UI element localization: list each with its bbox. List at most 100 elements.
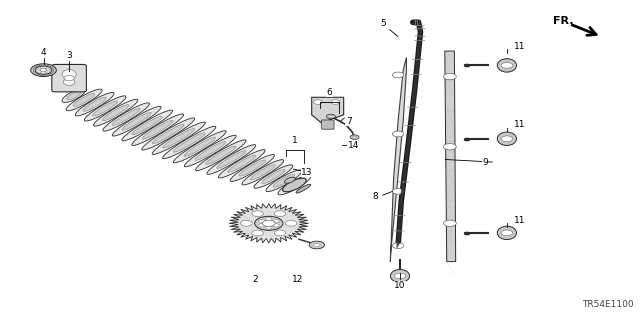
Ellipse shape: [93, 99, 138, 126]
Circle shape: [501, 136, 513, 142]
Ellipse shape: [84, 96, 126, 121]
Ellipse shape: [173, 133, 205, 152]
FancyBboxPatch shape: [321, 120, 334, 129]
Ellipse shape: [83, 97, 106, 111]
Polygon shape: [229, 204, 308, 243]
Ellipse shape: [75, 93, 114, 116]
Circle shape: [259, 219, 265, 223]
Ellipse shape: [273, 174, 294, 187]
Text: 3: 3: [67, 51, 72, 60]
Ellipse shape: [254, 165, 293, 188]
Text: 11: 11: [514, 120, 525, 129]
Ellipse shape: [163, 129, 195, 148]
Ellipse shape: [93, 101, 118, 116]
Text: 9: 9: [483, 158, 488, 167]
Ellipse shape: [296, 184, 310, 193]
Ellipse shape: [217, 151, 246, 168]
FancyBboxPatch shape: [54, 73, 61, 84]
Text: 10: 10: [394, 281, 406, 290]
Circle shape: [326, 114, 335, 119]
Ellipse shape: [262, 169, 285, 183]
Ellipse shape: [497, 59, 516, 72]
Ellipse shape: [239, 160, 266, 176]
Circle shape: [262, 220, 275, 226]
Circle shape: [273, 224, 279, 227]
Ellipse shape: [63, 78, 75, 85]
Ellipse shape: [497, 226, 516, 240]
Polygon shape: [445, 51, 456, 262]
Text: 11: 11: [514, 42, 525, 51]
Circle shape: [266, 218, 272, 221]
Circle shape: [501, 230, 513, 236]
Text: 1: 1: [292, 136, 298, 145]
Ellipse shape: [285, 179, 304, 191]
Ellipse shape: [278, 175, 311, 195]
Ellipse shape: [142, 118, 195, 150]
Ellipse shape: [62, 89, 85, 102]
Circle shape: [266, 226, 272, 229]
Text: 13: 13: [301, 168, 313, 177]
Ellipse shape: [242, 160, 284, 185]
Ellipse shape: [67, 92, 81, 100]
Ellipse shape: [112, 107, 161, 136]
Ellipse shape: [122, 112, 151, 130]
Ellipse shape: [205, 146, 236, 165]
Circle shape: [314, 243, 320, 247]
Ellipse shape: [207, 145, 256, 174]
Circle shape: [392, 72, 404, 78]
Circle shape: [331, 100, 340, 104]
Circle shape: [350, 135, 359, 139]
Circle shape: [444, 144, 456, 150]
Ellipse shape: [283, 178, 306, 192]
Ellipse shape: [184, 137, 216, 156]
FancyBboxPatch shape: [52, 64, 86, 92]
Text: 6: 6: [327, 88, 332, 97]
Circle shape: [353, 136, 356, 138]
Ellipse shape: [285, 177, 295, 183]
Ellipse shape: [142, 120, 173, 139]
Ellipse shape: [275, 211, 285, 217]
Ellipse shape: [218, 150, 265, 178]
Circle shape: [394, 273, 406, 279]
Circle shape: [392, 189, 404, 194]
FancyBboxPatch shape: [77, 73, 84, 84]
Ellipse shape: [285, 220, 297, 226]
Text: TR54E1100: TR54E1100: [582, 300, 634, 309]
Ellipse shape: [274, 230, 285, 236]
Text: FR.: FR.: [553, 16, 573, 26]
Ellipse shape: [230, 155, 275, 182]
Ellipse shape: [66, 89, 102, 111]
Circle shape: [64, 76, 74, 81]
Circle shape: [31, 64, 56, 77]
Ellipse shape: [241, 220, 252, 226]
Ellipse shape: [132, 114, 184, 145]
Ellipse shape: [250, 165, 275, 180]
Circle shape: [259, 224, 265, 227]
Circle shape: [35, 66, 52, 74]
Ellipse shape: [103, 103, 150, 131]
Circle shape: [329, 115, 333, 117]
Ellipse shape: [252, 230, 264, 236]
Circle shape: [309, 241, 324, 249]
Circle shape: [392, 131, 404, 137]
Circle shape: [392, 243, 404, 249]
Text: 14: 14: [348, 141, 359, 150]
Circle shape: [501, 63, 513, 68]
Ellipse shape: [184, 135, 236, 167]
Circle shape: [314, 100, 323, 104]
Ellipse shape: [132, 116, 163, 135]
Text: 12: 12: [292, 275, 303, 284]
Text: 5: 5: [380, 19, 385, 28]
Circle shape: [273, 219, 279, 223]
Ellipse shape: [390, 270, 410, 282]
Ellipse shape: [112, 108, 140, 125]
Circle shape: [444, 73, 456, 80]
Ellipse shape: [266, 170, 302, 192]
Ellipse shape: [74, 93, 95, 107]
Circle shape: [255, 216, 283, 230]
Polygon shape: [390, 57, 406, 262]
Ellipse shape: [102, 105, 129, 121]
Polygon shape: [312, 97, 344, 123]
Ellipse shape: [195, 140, 246, 171]
Ellipse shape: [497, 132, 516, 145]
